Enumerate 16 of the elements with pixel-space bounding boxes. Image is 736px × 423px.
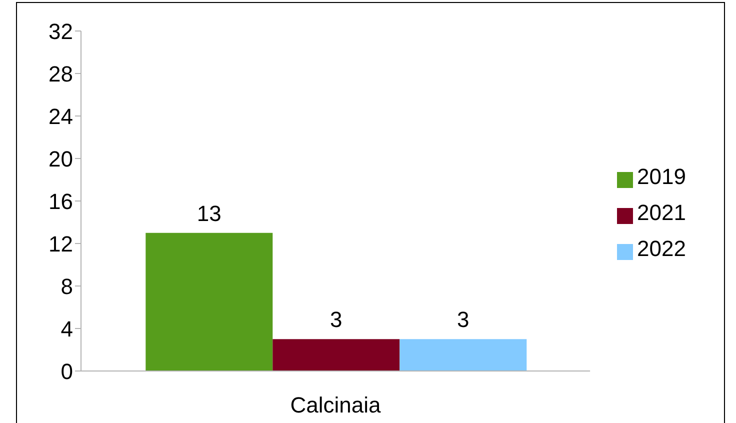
- y-tick-label: 32: [48, 18, 73, 44]
- y-tick-label: 8: [60, 274, 73, 299]
- x-tick-label: Calcinaia: [290, 392, 382, 418]
- y-tick-label: 16: [48, 188, 73, 214]
- y-tick-label: 4: [60, 316, 73, 342]
- data-label: 3: [330, 307, 342, 332]
- y-tick-label: 12: [48, 231, 73, 256]
- y-tick-label: 0: [60, 358, 73, 384]
- y-tick-label: 20: [48, 146, 73, 172]
- data-label: 3: [457, 307, 470, 332]
- legend-label: 2019: [637, 164, 686, 189]
- y-tick-label: 28: [48, 61, 73, 86]
- legend-label: 2021: [637, 200, 686, 225]
- data-label: 13: [196, 200, 222, 226]
- y-tick-label: 24: [48, 104, 73, 129]
- legend-label: 2022: [637, 236, 686, 261]
